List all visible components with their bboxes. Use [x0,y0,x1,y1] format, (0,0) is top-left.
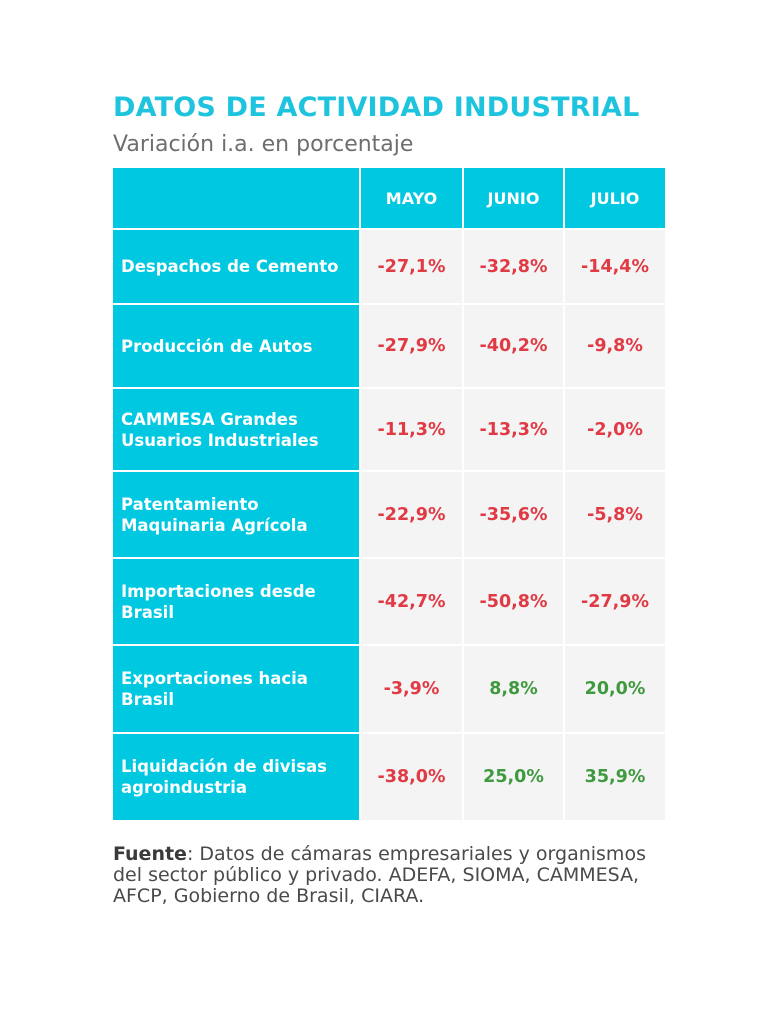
row-label-importaciones-desde-brasil: Importaciones desde Brasil [113,559,359,644]
value-cell: -2,0% [565,389,665,470]
value-cell: 35,9% [565,734,665,820]
row-label-exportaciones-hacia-brasil: Exportaciones hacia Brasil [113,646,359,732]
value-cell: -27,9% [565,559,665,644]
page-subtitle: Variación i.a. en porcentaje [113,132,414,157]
column-header-mayo: MAYO [361,168,462,228]
value-cell: -5,8% [565,472,665,557]
column-header-junio: JUNIO [464,168,563,228]
header-corner-cell [113,168,359,228]
value-cell: -42,7% [361,559,462,644]
value-cell: -14,4% [565,230,665,303]
data-table: MAYO JUNIO JULIO Despachos de Cemento -27,1%… [113,168,665,820]
row-label-produccion-de-autos: Producción de Autos [113,305,359,387]
value-cell: 20,0% [565,646,665,732]
column-header-julio: JULIO [565,168,665,228]
page-title: DATOS DE ACTIVIDAD INDUSTRIAL [113,92,640,123]
value-cell: -3,9% [361,646,462,732]
source-label: Fuente [113,843,187,865]
value-cell: -27,9% [361,305,462,387]
row-label-despachos-de-cemento: Despachos de Cemento [113,230,359,303]
value-cell: -40,2% [464,305,563,387]
row-label-liquidacion-de-divisas-agroindustria: Liquidación de divisas agroindustria [113,734,359,820]
value-cell: -38,0% [361,734,462,820]
value-cell: -50,8% [464,559,563,644]
value-cell: -32,8% [464,230,563,303]
value-cell: -13,3% [464,389,563,470]
value-cell: -22,9% [361,472,462,557]
value-cell: -11,3% [361,389,462,470]
row-label-patentamiento-maquinaria-agricola: Patentamiento Maquinaria Agrícola [113,472,359,557]
value-cell: 8,8% [464,646,563,732]
source-note: Fuente: Datos de cámaras empresariales y… [113,844,673,907]
value-cell: 25,0% [464,734,563,820]
row-label-cammesa-grandes-usuarios-industriales: CAMMESA Grandes Usuarios Industriales [113,389,359,470]
value-cell: -35,6% [464,472,563,557]
value-cell: -27,1% [361,230,462,303]
source-text: : Datos de cámaras empresariales y organ… [113,843,646,907]
value-cell: -9,8% [565,305,665,387]
